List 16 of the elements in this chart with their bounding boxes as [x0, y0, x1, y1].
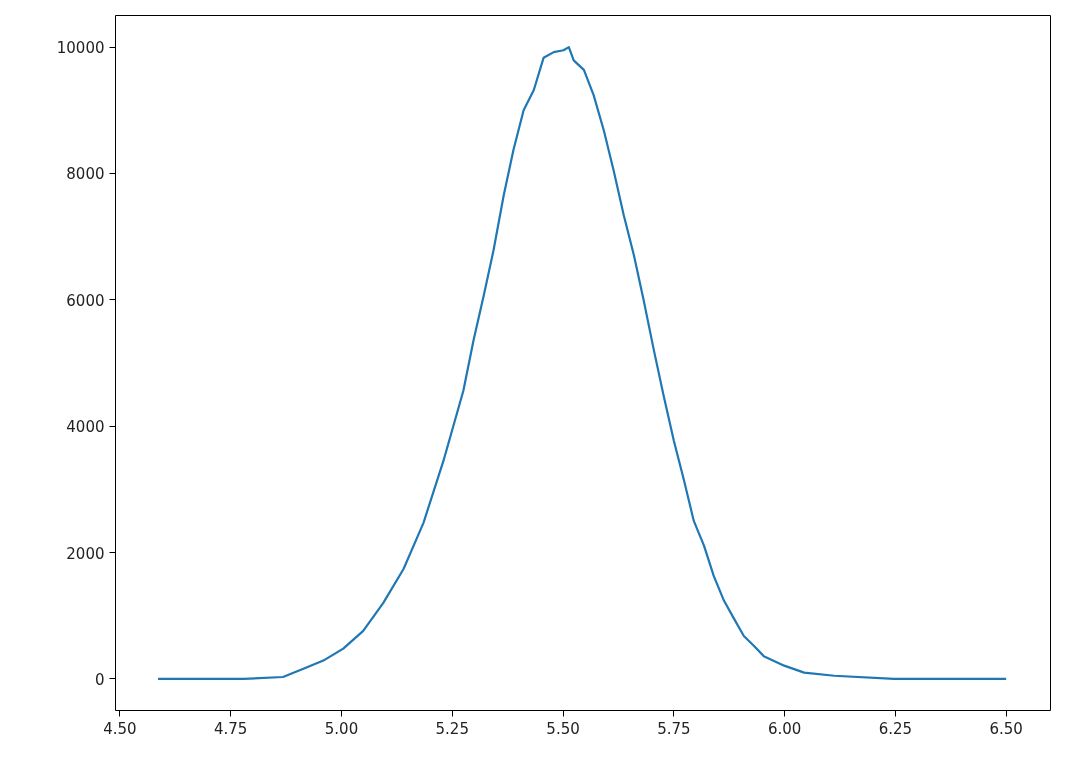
x-tick-label: 6.25 [878, 719, 913, 738]
y-tick-label: 6000 [66, 291, 105, 310]
y-tick-label: 10000 [56, 39, 105, 58]
line-series [156, 45, 1008, 681]
x-tick-label: 5.00 [324, 719, 359, 738]
y-tick-label: 8000 [66, 165, 105, 184]
x-tick-label: 4.75 [214, 719, 248, 738]
x-tick-label: 4.50 [103, 719, 137, 738]
y-tick-label: 0 [94, 670, 105, 689]
y-tick-label: 2000 [66, 544, 105, 563]
x-tick-label: 5.25 [435, 719, 469, 738]
x-tick-label: 5.50 [546, 719, 580, 738]
x-tick-label: 5.75 [657, 719, 691, 738]
x-tick-label: 6.50 [989, 719, 1023, 738]
y-tick-label: 4000 [66, 418, 105, 437]
x-tick-label: 6.00 [767, 719, 802, 738]
